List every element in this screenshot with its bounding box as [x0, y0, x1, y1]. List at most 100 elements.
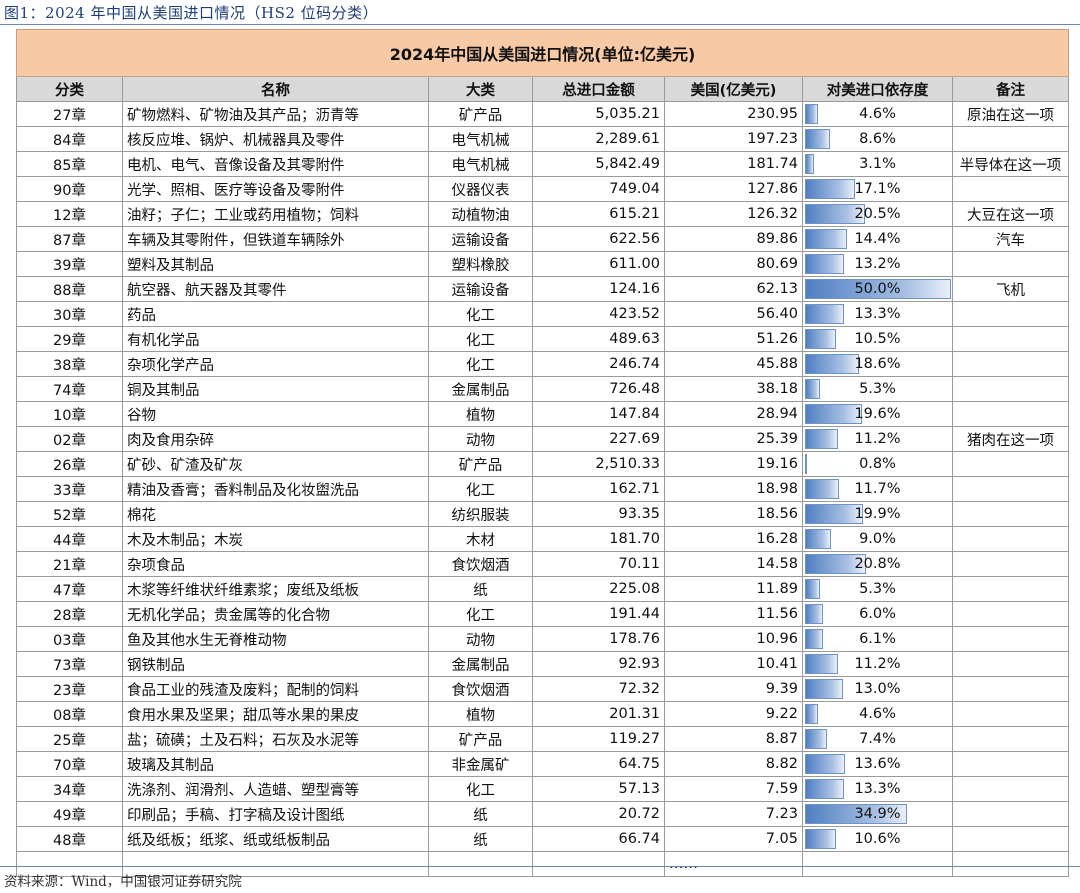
dependency-bar — [805, 554, 866, 574]
cell-us-import: 127.86 — [664, 176, 803, 202]
cell-category: 化工 — [428, 476, 533, 502]
cell-category: 食饮烟酒 — [428, 551, 533, 577]
empty-cell — [532, 851, 665, 877]
dependency-value: 11.2% — [854, 656, 901, 672]
cell-note — [951, 726, 1070, 752]
cell-note — [951, 676, 1070, 702]
table-row: 25章 盐；硫磺；土及石料；石灰及水泥等 矿产品 119.27 8.87 7.4% — [16, 726, 1070, 752]
dependency-value: 17.1% — [854, 181, 901, 197]
cell-total-import: 2,289.61 — [532, 126, 665, 152]
dependency-bar — [805, 779, 844, 799]
table-row: 85章 电机、电气、音像设备及其零附件 电气机械 5,842.49 181.74 3.1%… — [16, 151, 1070, 177]
cell-category: 电气机械 — [428, 126, 533, 152]
cell-dependency: 13.3% — [802, 301, 953, 327]
cell-name: 航空器、航天器及其零件 — [122, 276, 429, 302]
dependency-value: 10.6% — [854, 831, 901, 847]
cell-note: 飞机 — [951, 276, 1070, 302]
cell-code: 38章 — [16, 351, 123, 377]
cell-us-import: 62.13 — [664, 276, 803, 302]
cell-total-import: 749.04 — [532, 176, 665, 202]
cell-us-import: 89.86 — [664, 226, 803, 252]
cell-name: 玻璃及其制品 — [122, 751, 429, 777]
cell-code: 85章 — [16, 151, 123, 177]
cell-us-import: 10.96 — [664, 626, 803, 652]
dependency-value: 5.3% — [859, 581, 896, 597]
cell-name: 铜及其制品 — [122, 376, 429, 402]
dependency-bar — [805, 604, 823, 624]
cell-category: 运输设备 — [428, 226, 533, 252]
cell-category: 动物 — [428, 426, 533, 452]
cell-us-import: 10.41 — [664, 651, 803, 677]
dependency-bar — [805, 129, 831, 149]
cell-dependency: 50.0% — [802, 276, 953, 302]
table-row: 73章 钢铁制品 金属制品 92.93 10.41 11.2% — [16, 651, 1070, 677]
cell-note — [951, 551, 1070, 577]
dependency-value: 20.5% — [854, 206, 901, 222]
dependency-value: 18.6% — [854, 356, 901, 372]
cell-total-import: 178.76 — [532, 626, 665, 652]
dependency-value: 50.0% — [854, 281, 901, 297]
cell-code: 25章 — [16, 726, 123, 752]
cell-us-import: 197.23 — [664, 126, 803, 152]
cell-note — [951, 776, 1070, 802]
cell-us-import: 45.88 — [664, 351, 803, 377]
cell-us-import: 7.23 — [664, 801, 803, 827]
table-row: 08章 食用水果及坚果；甜瓜等水果的果皮 植物 201.31 9.22 4.6% — [16, 701, 1070, 727]
table-row-ellipsis: …… — [16, 851, 1070, 877]
cell-name: 有机化学品 — [122, 326, 429, 352]
cell-category: 非金属矿 — [428, 751, 533, 777]
cell-name: 食用水果及坚果；甜瓜等水果的果皮 — [122, 701, 429, 727]
dependency-bar — [805, 154, 815, 174]
cell-total-import: 2,510.33 — [532, 451, 665, 477]
table-row: 44章 木及木制品；木炭 木材 181.70 16.28 9.0% — [16, 526, 1070, 552]
cell-total-import: 246.74 — [532, 351, 665, 377]
table-title-row: 2024年中国从美国进口情况(单位:亿美元) — [15, 29, 1070, 77]
cell-us-import: 16.28 — [664, 526, 803, 552]
cell-name: 油籽；子仁；工业或药用植物；饲料 — [122, 201, 429, 227]
empty-cell — [428, 851, 533, 877]
cell-code: 28章 — [16, 601, 123, 627]
dependency-value: 10.5% — [854, 331, 901, 347]
cell-total-import: 92.93 — [532, 651, 665, 677]
table-row: 29章 有机化学品 化工 489.63 51.26 10.5% — [16, 326, 1070, 352]
table-title: 2024年中国从美国进口情况(单位:亿美元) — [15, 29, 1070, 77]
dependency-bar — [805, 329, 836, 349]
cell-name: 钢铁制品 — [122, 651, 429, 677]
cell-code: 74章 — [16, 376, 123, 402]
cell-total-import: 225.08 — [532, 576, 665, 602]
cell-us-import: 11.89 — [664, 576, 803, 602]
cell-category: 化工 — [428, 301, 533, 327]
cell-name: 光学、照相、医疗等设备及零附件 — [122, 176, 429, 202]
cell-dependency: 17.1% — [802, 176, 953, 202]
cell-category: 动植物油 — [428, 201, 533, 227]
dependency-value: 14.4% — [854, 231, 901, 247]
cell-note — [951, 601, 1070, 627]
empty-cell — [802, 851, 953, 877]
header-total-import: 总进口金额 — [532, 76, 665, 102]
cell-dependency: 11.2% — [802, 426, 953, 452]
cell-us-import: 9.39 — [664, 676, 803, 702]
table-row: 49章 印刷品；手稿、打字稿及设计图纸纸 20.72 7.23 34.9% — [16, 801, 1070, 827]
table-row: 90章 光学、照相、医疗等设备及零附件 仪器仪表 749.04 127.86 17.1% — [16, 176, 1070, 202]
cell-name: 电机、电气、音像设备及其零附件 — [122, 151, 429, 177]
cell-dependency: 11.2% — [802, 651, 953, 677]
cell-us-import: 230.95 — [664, 101, 803, 127]
cell-dependency: 8.6% — [802, 126, 953, 152]
cell-category: 化工 — [428, 326, 533, 352]
cell-total-import: 622.56 — [532, 226, 665, 252]
cell-code: 08章 — [16, 701, 123, 727]
table-row: 21章 杂项食品 食饮烟酒 70.11 14.58 20.8% — [16, 551, 1070, 577]
cell-note: 猪肉在这一项 — [951, 426, 1070, 452]
cell-note — [951, 301, 1070, 327]
cell-total-import: 93.35 — [532, 501, 665, 527]
cell-code: 29章 — [16, 326, 123, 352]
cell-total-import: 66.74 — [532, 826, 665, 852]
dependency-bar — [805, 679, 843, 699]
cell-total-import: 181.70 — [532, 526, 665, 552]
dependency-value: 8.6% — [859, 131, 896, 147]
cell-us-import: 8.87 — [664, 726, 803, 752]
dependency-bar — [805, 754, 845, 774]
cell-code: 90章 — [16, 176, 123, 202]
cell-category: 金属制品 — [428, 651, 533, 677]
cell-us-import: 11.56 — [664, 601, 803, 627]
